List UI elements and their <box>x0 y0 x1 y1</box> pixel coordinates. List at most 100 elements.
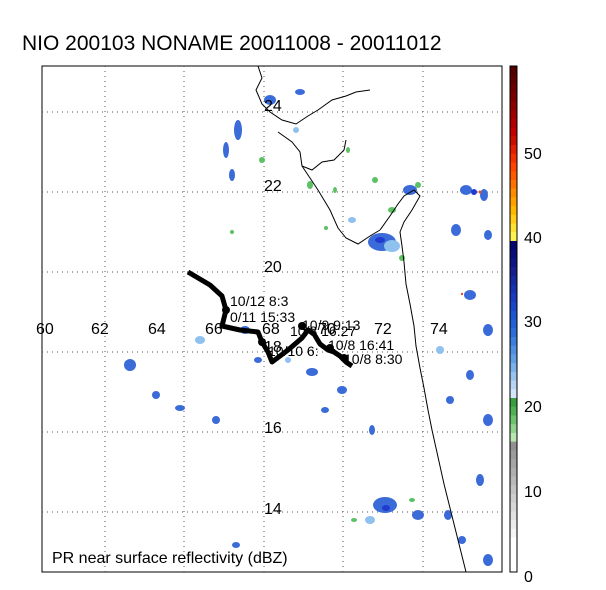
colorbar-segment <box>510 92 517 102</box>
colorbar-segment <box>510 301 517 311</box>
colorbar-segment <box>510 144 517 154</box>
latitude-label: 14 <box>264 501 282 518</box>
colorbar-tick: 0 <box>524 569 533 586</box>
latitude-label: 22 <box>264 178 282 195</box>
colorbar-segment <box>510 153 517 163</box>
colorbar-segment <box>510 563 517 573</box>
longitude-label: 64 <box>148 321 166 338</box>
track-label: 10/9 9:13 <box>302 317 361 333</box>
colorbar-frame <box>509 65 518 573</box>
colorbar-segment <box>510 493 517 503</box>
colorbar-segment <box>510 179 517 189</box>
colorbar-segment <box>510 100 517 111</box>
colorbar-segment <box>510 510 517 521</box>
track-label: 0/11 15:33 <box>230 309 295 325</box>
chart-title: NIO 200103 NONAME 20011008 - 20011012 <box>22 32 442 55</box>
colorbar-segment <box>510 432 517 442</box>
colorbar-segment <box>510 196 517 207</box>
colorbar-segment <box>510 336 517 346</box>
colorbar-segment <box>510 319 517 329</box>
colorbar-segment <box>510 406 517 416</box>
latitude-label: 18 <box>264 339 282 356</box>
colorbar-segment <box>510 83 517 93</box>
longitude-label: 60 <box>36 321 54 338</box>
lat-lon-grid <box>42 66 502 572</box>
colorbar-segments <box>510 66 517 573</box>
colorbar-segment <box>510 353 517 364</box>
colorbar-segment <box>510 388 517 399</box>
colorbar-segment <box>510 257 517 268</box>
storm-track <box>186 269 354 369</box>
track-label: 10/8 8:30 <box>344 351 403 367</box>
colorbar-segment <box>510 345 517 355</box>
reflectivity-echoes <box>124 89 493 566</box>
track-label: 10/8 16:41 <box>328 337 394 353</box>
colorbar-segment <box>510 161 517 172</box>
colorbar-segment <box>510 362 517 372</box>
colorbar-segment <box>510 476 517 486</box>
colorbar-segment <box>510 188 517 198</box>
latitude-labels: 24 22 20 18 16 14 <box>264 98 282 518</box>
track-label: 10/8 16:27 <box>290 323 356 339</box>
colorbar-tick: 20 <box>524 399 542 416</box>
longitude-labels: 60 62 64 66 68 70 72 74 <box>36 321 448 338</box>
colorbar-segment <box>510 240 517 250</box>
colorbar-segment <box>510 284 517 294</box>
colorbar-segment <box>510 292 517 303</box>
track-label: 10/10 6: <box>268 343 319 359</box>
colorbar-segment <box>510 231 517 241</box>
colorbar-segment <box>510 66 517 76</box>
track-point <box>222 306 230 314</box>
colorbar-segment <box>510 449 517 460</box>
colorbar-segment <box>510 423 517 433</box>
colorbar-segment <box>510 554 517 564</box>
map-frame <box>41 65 503 573</box>
track-point <box>258 338 266 346</box>
footer-label: PR near surface reflectivity (dBZ) <box>52 550 288 567</box>
colorbar-segment <box>510 249 517 259</box>
longitude-label: 66 <box>205 321 223 338</box>
track-point <box>298 322 306 330</box>
colorbar-segment <box>510 528 517 538</box>
colorbar: 50 40 30 20 10 0 <box>509 65 542 586</box>
longitude-label: 72 <box>374 321 392 338</box>
colorbar-segment <box>510 74 517 84</box>
track-point <box>326 344 334 352</box>
colorbar-segment <box>510 537 517 547</box>
colorbar-tick: 30 <box>524 314 542 331</box>
colorbar-segment <box>510 458 517 468</box>
colorbar-segment <box>510 484 517 494</box>
colorbar-segment <box>510 519 517 529</box>
track-point <box>340 354 348 362</box>
colorbar-segment <box>510 223 517 233</box>
colorbar-segment <box>510 441 517 451</box>
coastline <box>255 65 467 573</box>
colorbar-segment <box>510 414 517 425</box>
colorbar-segment <box>510 502 517 512</box>
latitude-label: 24 <box>264 98 282 115</box>
colorbar-segment <box>510 467 517 477</box>
colorbar-segment <box>510 380 517 390</box>
colorbar-tick: 50 <box>524 146 542 163</box>
colorbar-tick: 10 <box>524 484 542 501</box>
colorbar-segment <box>510 214 517 224</box>
track-label: 10/12 8:3 <box>230 293 289 309</box>
longitude-label: 68 <box>262 321 280 338</box>
colorbar-segment <box>510 109 517 119</box>
colorbar-segment <box>510 170 517 180</box>
colorbar-segment <box>510 327 517 337</box>
colorbar-segment <box>510 205 517 215</box>
longitude-label: 70 <box>318 321 336 338</box>
colorbar-segment <box>510 310 517 320</box>
colorbar-tick: 40 <box>524 230 542 247</box>
colorbar-segment <box>510 545 517 556</box>
colorbar-segment <box>510 266 517 276</box>
colorbar-segment <box>510 127 517 137</box>
longitude-label: 74 <box>430 321 448 338</box>
longitude-label: 62 <box>91 321 109 338</box>
colorbar-segment <box>510 397 517 407</box>
track-labels: 10/12 8:3 0/11 15:33 10/9 9:13 10/8 16:2… <box>230 293 403 367</box>
colorbar-segment <box>510 118 517 128</box>
latitude-label: 16 <box>264 420 282 437</box>
